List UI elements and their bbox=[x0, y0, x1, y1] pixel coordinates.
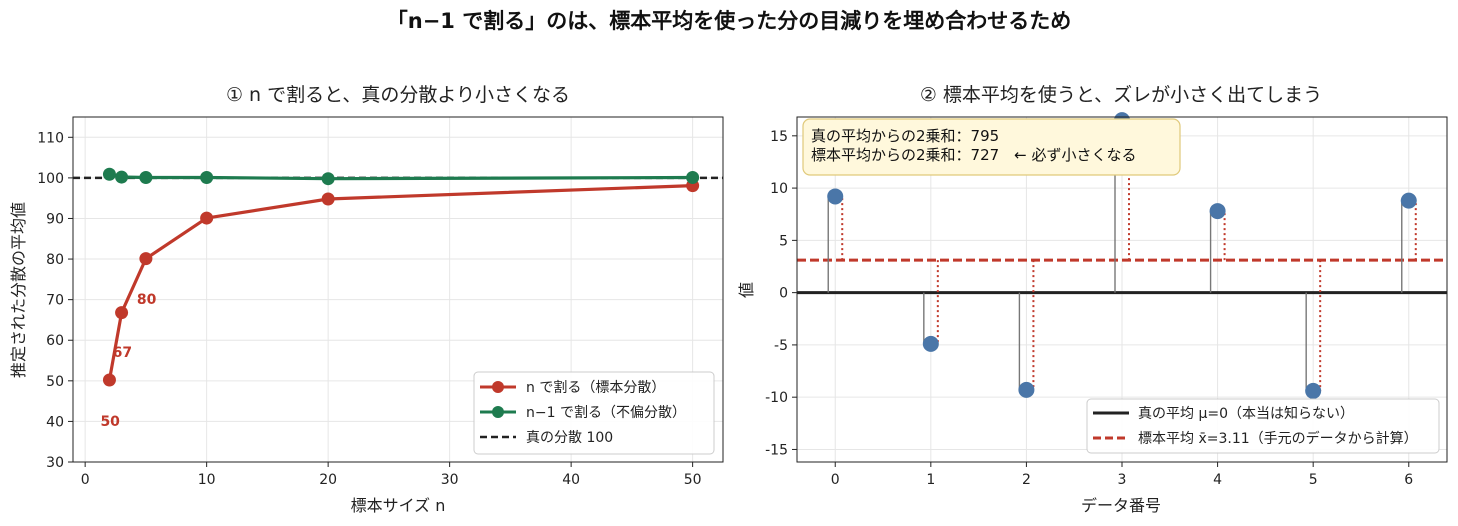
left-value-annotation: 67 bbox=[113, 345, 132, 361]
data-point bbox=[922, 335, 939, 352]
series-n-divide-point bbox=[200, 211, 214, 225]
series-n1-divide-point bbox=[321, 172, 335, 186]
series-n-divide-point bbox=[321, 192, 335, 206]
info-box-line-1: 真の平均からの2乗和：795 bbox=[811, 127, 999, 145]
left-x-ticks: 0 10 20 30 40 50 bbox=[81, 462, 702, 488]
left-legend-box bbox=[473, 371, 715, 455]
right-chart: ② 標本平均を使うと、ズレが小さく出てしまう 0 1 2 3 4 5 6 -15 -10 -5 0… bbox=[737, 84, 1448, 515]
right-y-tick-label: 15 bbox=[770, 129, 788, 145]
right-y-tick-label: 10 bbox=[770, 181, 788, 197]
left-chart: ① n で割ると、真の分散より小さくなる 50 67 80 0 10 20 30 40 50 … bbox=[9, 84, 724, 515]
right-y-ticks: -15 -10 -5 0 5 10 15 bbox=[765, 129, 797, 458]
left-x-tick-label: 50 bbox=[684, 472, 702, 488]
left-y-ticks: 30 40 50 60 70 80 90 100 110 bbox=[37, 130, 73, 471]
right-x-tick-label: 6 bbox=[1404, 472, 1413, 488]
legend-true-label: 真の分散 100 bbox=[526, 430, 613, 446]
right-x-tick-label: 5 bbox=[1309, 472, 1318, 488]
right-x-tick-label: 0 bbox=[831, 472, 840, 488]
left-y-tick-label: 50 bbox=[46, 374, 64, 390]
right-y-tick-label: 5 bbox=[779, 233, 788, 249]
right-x-axis-label: データ番号 bbox=[1081, 496, 1161, 515]
figure-suptitle: 「n−1 で割る」のは、標本平均を使った分の目減りを埋め合わせるため bbox=[387, 9, 1071, 33]
right-y-tick-label: -15 bbox=[765, 442, 788, 458]
left-legend: n で割る（標本分散） n−1 で割る（不偏分散） 真の分散 100 bbox=[473, 371, 715, 455]
data-point bbox=[1305, 382, 1322, 399]
left-y-axis-label: 推定された分散の平均値 bbox=[9, 202, 28, 378]
right-y-tick-label: 0 bbox=[779, 286, 788, 302]
left-y-tick-label: 100 bbox=[37, 171, 64, 187]
right-info-box: 真の平均からの2乗和：795 標本平均からの2乗和：727 ← 必ず小さくなる bbox=[802, 118, 1181, 176]
right-reference-layer bbox=[797, 258, 1447, 295]
right-y-tick-label: -5 bbox=[774, 338, 788, 354]
data-point bbox=[827, 188, 844, 205]
series-n-divide-line bbox=[107, 183, 693, 381]
right-x-tick-label: 2 bbox=[1022, 472, 1031, 488]
left-x-tick-label: 30 bbox=[441, 472, 459, 488]
series-n1-divide-point bbox=[686, 170, 700, 184]
left-y-tick-label: 40 bbox=[46, 414, 64, 430]
series-n1-divide-line bbox=[109, 172, 693, 181]
series-n1-divide-point bbox=[102, 167, 116, 181]
info-box-line-2: 標本平均からの2乗和：727 ← 必ず小さくなる bbox=[811, 146, 1137, 164]
right-chart-title: ② 標本平均を使うと、ズレが小さく出てしまう bbox=[920, 84, 1322, 106]
right-y-tick-label: -10 bbox=[765, 390, 788, 406]
legend-n-marker bbox=[492, 381, 504, 393]
left-x-axis-label: 標本サイズ n bbox=[351, 496, 446, 515]
left-x-tick-label: 0 bbox=[81, 472, 90, 488]
left-y-tick-label: 90 bbox=[46, 211, 64, 227]
info-box-background bbox=[802, 118, 1181, 176]
series-n-divide-point bbox=[102, 373, 116, 387]
left-value-annotation: 80 bbox=[137, 292, 157, 308]
left-x-tick-label: 20 bbox=[319, 472, 337, 488]
left-annotation-layer: 50 67 80 bbox=[100, 292, 156, 430]
right-y-axis-label: 値 bbox=[737, 282, 756, 298]
series-n1-divide-point bbox=[200, 170, 214, 184]
legend-n-label: n で割る（標本分散） bbox=[526, 379, 665, 396]
series-n-divide-point bbox=[115, 306, 129, 320]
left-value-annotation: 50 bbox=[100, 414, 120, 430]
left-y-tick-label: 60 bbox=[46, 333, 64, 349]
left-y-tick-label: 110 bbox=[37, 130, 64, 146]
right-x-ticks: 0 1 2 3 4 5 6 bbox=[831, 462, 1413, 488]
legend-n1-label: n−1 で割る（不偏分散） bbox=[526, 404, 686, 421]
left-y-tick-label: 30 bbox=[46, 455, 64, 471]
data-point bbox=[1209, 203, 1226, 220]
series-n1-divide-point bbox=[115, 170, 129, 184]
series-n-divide-point bbox=[139, 252, 153, 266]
left-chart-title: ① n で割ると、真の分散より小さくなる bbox=[226, 84, 570, 106]
right-legend: 真の平均 μ=0（本当は知らない） 標本平均 x̄=3.11（手元のデータから計… bbox=[1086, 398, 1440, 454]
left-chart-frame bbox=[72, 116, 724, 463]
legend-sample-mean-label: 標本平均 x̄=3.11（手元のデータから計算） bbox=[1138, 430, 1418, 447]
legend-n1-marker bbox=[492, 406, 504, 418]
left-y-tick-label: 70 bbox=[46, 293, 64, 309]
data-point bbox=[1400, 192, 1417, 209]
left-x-tick-label: 40 bbox=[562, 472, 580, 488]
series-n1-divide-point bbox=[139, 170, 153, 184]
left-y-tick-label: 80 bbox=[46, 252, 64, 268]
data-point bbox=[1018, 381, 1035, 398]
left-x-tick-label: 10 bbox=[198, 472, 216, 488]
right-x-tick-label: 3 bbox=[1118, 472, 1127, 488]
left-series-layer bbox=[102, 167, 700, 387]
right-legend-box bbox=[1086, 398, 1440, 454]
right-x-tick-label: 4 bbox=[1213, 472, 1222, 488]
right-x-tick-label: 1 bbox=[926, 472, 935, 488]
legend-true-mean-label: 真の平均 μ=0（本当は知らない） bbox=[1138, 405, 1354, 422]
